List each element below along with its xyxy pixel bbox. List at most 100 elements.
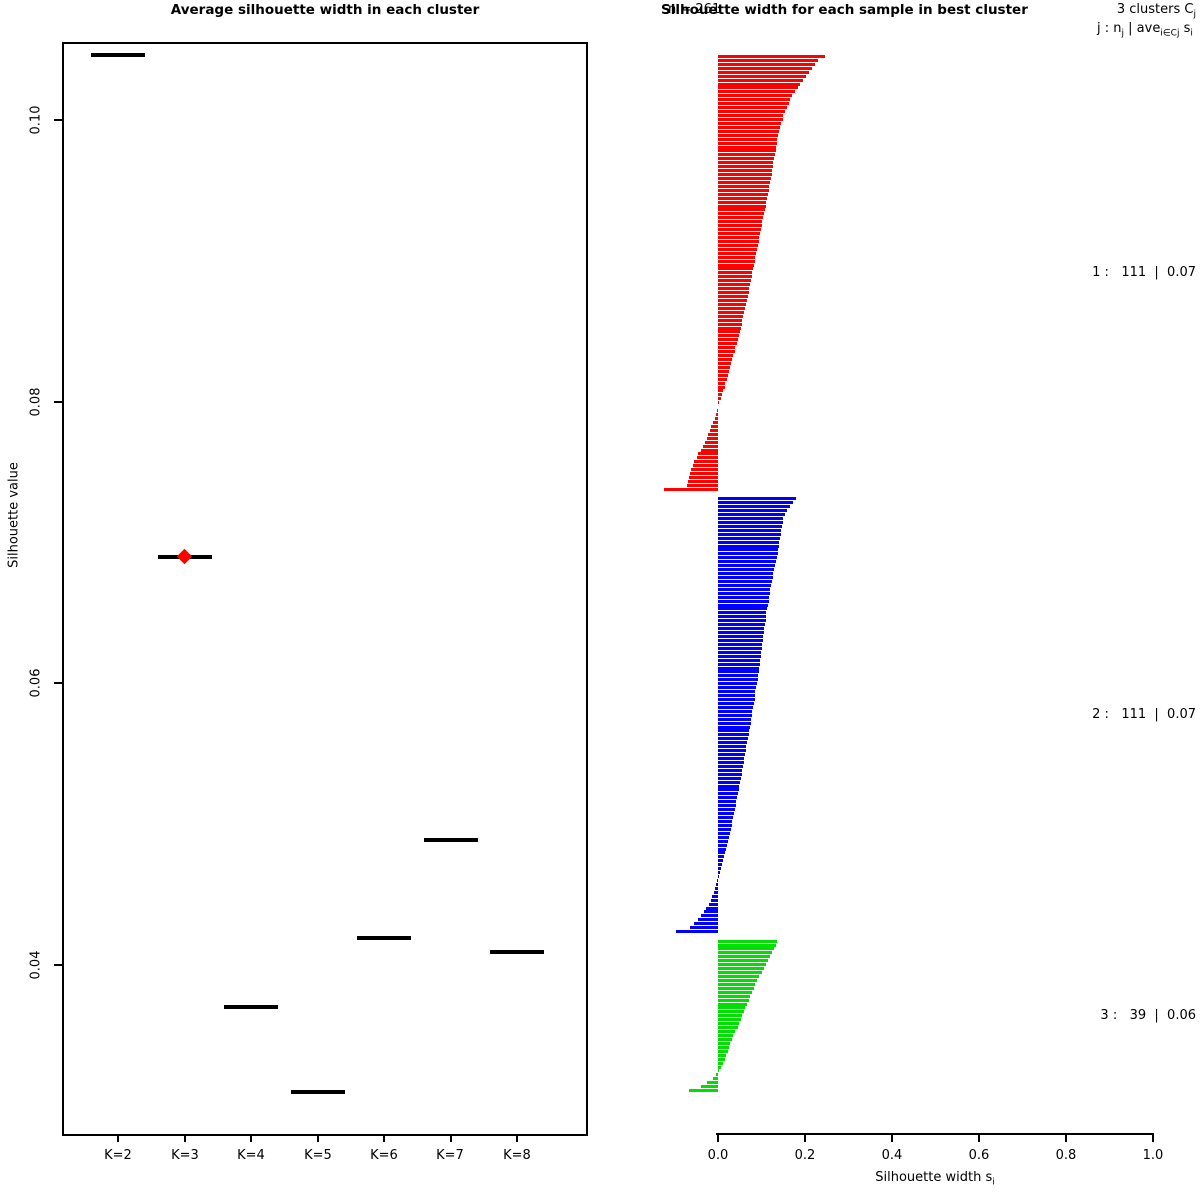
silhouette-bar-cluster-1 [708, 432, 718, 436]
x-tick-label: K=3 [171, 1148, 199, 1163]
silhouette-bar-cluster-1 [718, 291, 749, 295]
silhouette-bar-cluster-1 [715, 413, 718, 417]
x-tick-mark [184, 1134, 186, 1142]
silhouette-bar-cluster-1 [706, 436, 718, 440]
silhouette-bar-cluster-2 [718, 705, 754, 709]
silhouette-bar-cluster-1 [718, 357, 733, 361]
silhouette-bar-cluster-2 [718, 851, 725, 855]
silhouette-bar-cluster-2 [690, 926, 718, 930]
silhouette-bar-cluster-3 [707, 1081, 718, 1085]
silhouette-bar-cluster-1 [718, 137, 778, 141]
silhouette-bar-cluster-1 [718, 169, 773, 173]
silhouette-bar-cluster-1 [688, 476, 718, 480]
silhouette-bar-cluster-1 [718, 141, 777, 145]
silhouette-bar-cluster-2 [718, 760, 744, 764]
left-y-axis-label: Silhouette value [6, 462, 22, 568]
silhouette-bar-cluster-1 [718, 149, 776, 153]
silhouette-bar-cluster-2 [718, 768, 743, 772]
x-tick-mark [978, 1135, 980, 1142]
silhouette-bar-cluster-3 [718, 1049, 728, 1053]
silhouette-bar-cluster-1 [718, 58, 819, 62]
silhouette-bar-cluster-3 [712, 1077, 718, 1081]
silhouette-bar-cluster-3 [718, 1037, 732, 1041]
silhouette-bar-cluster-1 [718, 365, 731, 369]
silhouette-bar-cluster-2 [718, 635, 764, 639]
silhouette-bar-cluster-1 [718, 334, 739, 338]
silhouette-bar-cluster-1 [692, 464, 718, 468]
formula-subscript: i [1190, 28, 1193, 39]
silhouette-bar-cluster-2 [718, 658, 761, 662]
silhouette-bar-cluster-1 [718, 275, 752, 279]
silhouette-bar-cluster-1 [698, 452, 718, 456]
silhouette-bar-cluster-2 [718, 823, 732, 827]
silhouette-bar-cluster-3 [718, 1057, 725, 1061]
silhouette-bar-cluster-2 [718, 540, 780, 544]
silhouette-bar-cluster-1 [718, 393, 722, 397]
silhouette-bar-cluster-1 [702, 444, 718, 448]
silhouette-bar-cluster-2 [718, 780, 741, 784]
silhouette-bar-cluster-1 [718, 78, 804, 82]
silhouette-bar-cluster-2 [718, 694, 756, 698]
silhouette-bar-cluster-2 [713, 890, 718, 894]
silhouette-bar-cluster-2 [718, 524, 783, 528]
x-tick-mark [250, 1134, 252, 1142]
silhouette-bar-cluster-1 [718, 133, 779, 137]
silhouette-bar-cluster-2 [700, 914, 718, 918]
silhouette-bar-cluster-1 [718, 373, 728, 377]
silhouette-bar-cluster-1 [718, 239, 759, 243]
silhouette-bar-cluster-2 [710, 898, 718, 902]
silhouette-bar-cluster-1 [718, 322, 742, 326]
silhouette-bar-cluster-1 [718, 338, 738, 342]
silhouette-bar-cluster-3 [718, 1010, 744, 1014]
avg-width-segment [224, 1005, 278, 1010]
silhouette-bar-cluster-1 [718, 342, 737, 346]
silhouette-bar-cluster-1 [718, 161, 774, 165]
silhouette-bar-cluster-2 [718, 816, 734, 820]
silhouette-bar-cluster-3 [718, 1041, 731, 1045]
silhouette-bar-cluster-2 [718, 819, 733, 823]
silhouette-bar-cluster-2 [712, 894, 718, 898]
silhouette-bar-cluster-2 [718, 591, 770, 595]
silhouette-bar-cluster-1 [718, 326, 741, 330]
silhouette-bar-cluster-2 [718, 654, 761, 658]
silhouette-bar-cluster-2 [718, 678, 758, 682]
silhouette-bar-cluster-3 [718, 955, 771, 959]
silhouette-bar-cluster-1 [710, 428, 718, 432]
silhouette-bar-cluster-1 [718, 196, 767, 200]
silhouette-bar-cluster-1 [718, 192, 768, 196]
silhouette-bar-cluster-1 [718, 110, 786, 114]
silhouette-bar-cluster-2 [718, 650, 762, 654]
silhouette-bar-cluster-2 [718, 792, 739, 796]
silhouette-bar-cluster-1 [718, 259, 755, 263]
silhouette-bar-cluster-1 [718, 361, 732, 365]
silhouette-bar-cluster-1 [718, 157, 775, 161]
silhouette-bar-cluster-2 [718, 611, 767, 615]
silhouette-bar-cluster-2 [718, 532, 781, 536]
silhouette-bar-cluster-2 [718, 733, 749, 737]
silhouette-bar-cluster-1 [718, 389, 724, 393]
silhouette-bar-cluster-2 [718, 599, 769, 603]
silhouette-bar-cluster-3 [718, 978, 758, 982]
y-tick-mark [54, 401, 62, 403]
silhouette-bar-cluster-2 [718, 745, 747, 749]
cluster-count-label: 3 clusters Cj [1076, 2, 1196, 20]
silhouette-bar-cluster-1 [704, 440, 718, 444]
silhouette-bar-cluster-1 [716, 409, 718, 413]
silhouette-bar-cluster-2 [718, 568, 775, 572]
silhouette-bar-cluster-1 [718, 295, 748, 299]
x-tick-label: 0.0 [707, 1148, 729, 1163]
silhouette-bar-cluster-3 [718, 990, 752, 994]
silhouette-bar-cluster-2 [718, 808, 735, 812]
silhouette-bar-cluster-2 [718, 800, 737, 804]
silhouette-bar-cluster-3 [718, 1014, 742, 1018]
silhouette-bar-cluster-2 [704, 910, 718, 914]
silhouette-bar-cluster-1 [718, 377, 727, 381]
x-tick-mark [891, 1135, 893, 1142]
x-tick-mark [516, 1134, 518, 1142]
silhouette-bar-cluster-3 [718, 1030, 735, 1034]
silhouette-bar-cluster-2 [718, 784, 740, 788]
silhouette-bar-cluster-2 [718, 674, 759, 678]
silhouette-bar-cluster-2 [718, 642, 763, 646]
silhouette-bar-cluster-2 [718, 497, 797, 501]
cluster-count-text: 3 clusters C [1116, 2, 1194, 17]
